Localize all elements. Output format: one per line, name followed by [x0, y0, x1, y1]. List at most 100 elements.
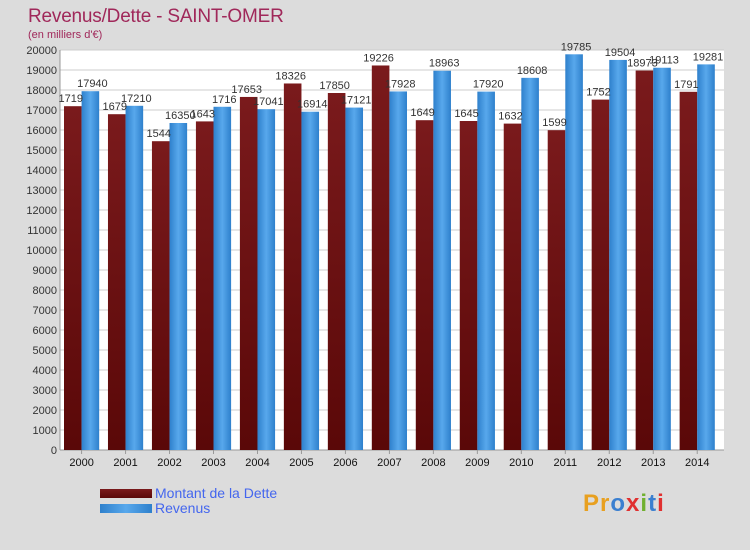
y-tick-label: 9000 — [33, 265, 57, 277]
y-tick-label: 15000 — [26, 145, 57, 157]
data-label-revenue: 17121 — [341, 95, 372, 107]
data-label-revenue: 1716 — [212, 94, 236, 106]
data-label-revenue: 19281 — [693, 51, 724, 63]
bar-debt — [239, 96, 258, 450]
bar-debt — [591, 99, 610, 450]
y-tick-label: 6000 — [33, 325, 57, 337]
bar-revenue — [81, 91, 100, 450]
logo-letter: r — [600, 490, 611, 517]
logo-letter: o — [610, 490, 627, 517]
bar-revenue — [125, 105, 144, 451]
data-label-revenue: 19113 — [649, 55, 679, 67]
data-label-debt: 1752 — [586, 87, 610, 99]
bar-debt — [151, 141, 170, 450]
y-tick-label: 5000 — [33, 345, 57, 357]
bar-revenue — [433, 70, 451, 451]
bar-revenue — [345, 107, 364, 450]
x-tick-label: 2008 — [421, 457, 445, 469]
legend-label-revenue: Revenus — [155, 500, 211, 516]
legend-swatch-revenue — [100, 504, 152, 513]
bar-revenue — [389, 91, 407, 450]
data-label-debt: 1679 — [103, 101, 127, 113]
data-label-debt: 1544 — [146, 128, 170, 140]
bar-debt — [327, 93, 346, 450]
y-tick-label: 4000 — [33, 365, 57, 377]
y-tick-label: 2000 — [33, 405, 57, 417]
bar-debt — [195, 121, 214, 451]
x-tick-label: 2011 — [553, 457, 577, 469]
y-tick-label: 0 — [51, 445, 57, 457]
bar-debt — [459, 121, 478, 450]
data-label-revenue: 16914 — [297, 99, 328, 111]
chart-subtitle: (en milliers d'€) — [28, 29, 103, 41]
y-tick-label: 17000 — [26, 105, 57, 117]
data-label-debt: 1632 — [498, 111, 522, 123]
x-tick-label: 2002 — [157, 457, 181, 469]
data-label-debt: 1719 — [59, 93, 83, 105]
bar-debt — [371, 65, 390, 450]
chart-title: Revenus/Dette - SAINT-OMER — [28, 6, 284, 27]
x-tick-label: 2012 — [597, 457, 621, 469]
data-label-debt: 1649 — [410, 107, 434, 119]
y-tick-label: 7000 — [33, 305, 57, 317]
proxiti-logo: Proxiti — [583, 490, 665, 518]
bar-debt — [547, 130, 566, 450]
bar-revenue — [653, 67, 671, 451]
x-axis: 2000 2001 2002 2003 2004 2005 2006 2007 2008 2009… — [69, 450, 709, 469]
bar-debt — [283, 83, 302, 450]
x-tick-label: 2003 — [201, 457, 225, 469]
data-label-revenue: 16350 — [165, 110, 196, 122]
x-tick-label: 2006 — [333, 457, 357, 469]
x-tick-label: 2010 — [509, 457, 533, 469]
y-tick-label: 18000 — [26, 85, 57, 97]
bar-revenue — [609, 59, 627, 451]
data-label-revenue: 17940 — [77, 78, 108, 90]
bar-revenue — [565, 54, 583, 451]
y-axis: 0 1000 2000 3000 4000 5000 6000 7000 8000 9000 100… — [26, 45, 724, 457]
data-label-debt: 19226 — [363, 52, 394, 64]
x-tick-label: 2007 — [377, 457, 401, 469]
bar-revenue — [301, 111, 320, 450]
legend-swatch-debt — [100, 489, 152, 498]
data-label-revenue: 18963 — [429, 58, 460, 70]
y-tick-label: 8000 — [33, 285, 57, 297]
y-tick-label: 11000 — [27, 225, 57, 237]
data-label-revenue: 17928 — [385, 78, 416, 90]
data-label-debt: 1645 — [454, 108, 478, 120]
logo-letter: t — [648, 490, 658, 517]
legend-label-debt: Montant de la Dette — [155, 485, 278, 501]
y-tick-label: 20000 — [26, 45, 57, 57]
data-label-revenue: 19785 — [561, 41, 592, 53]
data-label-revenue: 17920 — [473, 79, 504, 91]
y-tick-label: 12000 — [26, 205, 57, 217]
x-tick-label: 2005 — [289, 457, 313, 469]
bars — [64, 54, 715, 451]
bar-debt — [415, 120, 434, 450]
data-label-debt: 1599 — [542, 117, 566, 129]
bar-revenue — [477, 91, 495, 450]
y-tick-label: 3000 — [33, 385, 57, 397]
legend-item-revenue: Revenus — [100, 500, 360, 516]
x-tick-label: 2000 — [69, 457, 93, 469]
data-label-revenue: 19504 — [605, 47, 636, 59]
y-tick-label: 13000 — [26, 185, 57, 197]
data-label-debt: 18326 — [275, 70, 306, 82]
data-label-debt: 17653 — [231, 84, 262, 96]
data-label-debt: 17850 — [319, 80, 350, 92]
x-tick-label: 2004 — [245, 457, 269, 469]
bar-debt — [107, 114, 126, 450]
x-tick-label: 2009 — [465, 457, 489, 469]
x-tick-label: 2014 — [685, 457, 709, 469]
data-label-revenue: 17210 — [121, 93, 152, 105]
data-label-debt: 1791 — [674, 79, 698, 91]
data-label-revenue: 18608 — [517, 65, 548, 77]
bar-revenue — [257, 109, 276, 451]
bar-debt — [503, 123, 522, 450]
x-tick-label: 2013 — [641, 457, 665, 469]
y-tick-label: 14000 — [26, 165, 57, 177]
bar-debt — [679, 91, 698, 451]
bar-revenue — [521, 77, 539, 450]
